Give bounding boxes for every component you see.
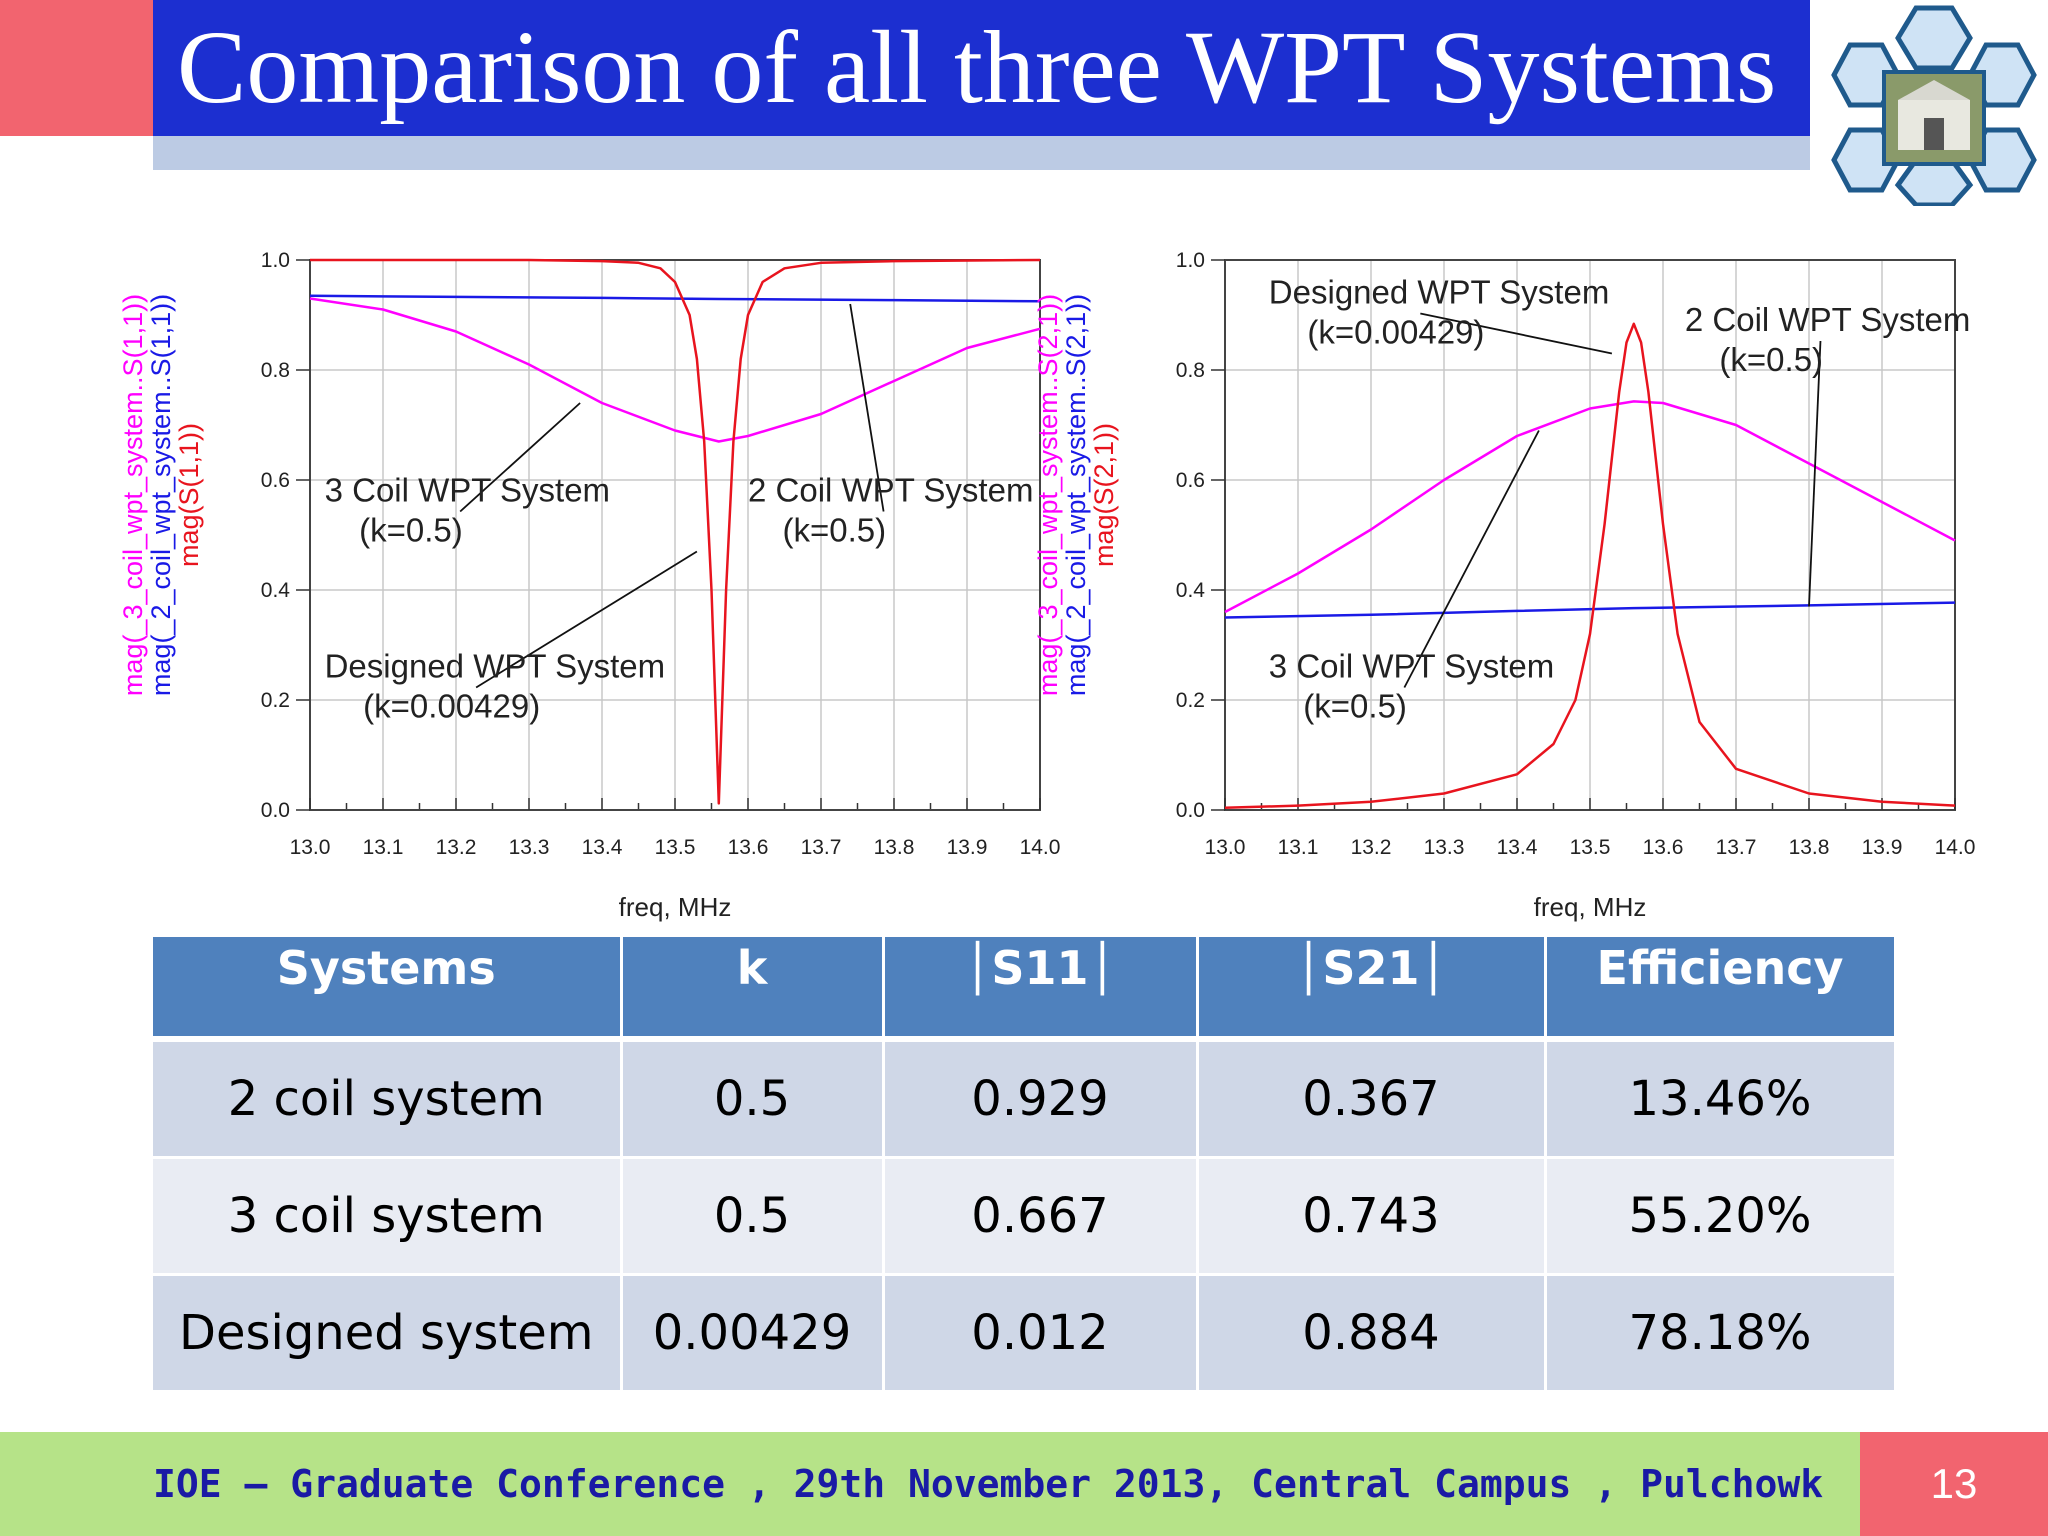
slide-title: Comparison of all three WPT Systems	[153, 0, 1810, 136]
annotation-label: 3 Coil WPT System	[1269, 648, 1554, 685]
annotation-pointer	[1403, 430, 1540, 688]
header-efficiency: Efficiency	[1545, 937, 1897, 1042]
series-line	[309, 297, 1041, 443]
table-row: 3 coil system 0.5 0.667 0.743 55.20%	[153, 1157, 1897, 1276]
annotation-label: (k=0.5)	[359, 512, 463, 549]
annotation-label: (k=0.5)	[783, 512, 887, 549]
cell-k: 0.5	[621, 1157, 885, 1276]
y-axis-label: mag(_2_coil_wpt_system..S(1,1))	[146, 294, 176, 696]
x-tick-label: 13.2	[436, 836, 477, 859]
y-tick-label: 0.4	[261, 579, 291, 602]
series-line	[1224, 400, 1956, 614]
cell-system: 3 coil system	[153, 1157, 623, 1276]
x-tick-label: 14.0	[1020, 836, 1061, 859]
y-tick-label: 0.8	[261, 359, 290, 382]
cell-s11: 0.929	[883, 1039, 1199, 1159]
header-s21: │S21│	[1197, 937, 1547, 1042]
title-accent-block	[0, 0, 153, 136]
x-tick-label: 14.0	[1935, 836, 1976, 859]
annotation-label: Designed WPT System	[325, 648, 666, 685]
y-tick-label: 0.2	[261, 689, 290, 712]
annotation-label: (k=0.00429)	[1307, 314, 1484, 351]
comparison-table: Systems k │S11│ │S21│ Efficiency 2 coil …	[153, 937, 1897, 1393]
y-axis-label: mag(_3_coil_wpt_system..S(2,1))	[1033, 294, 1063, 696]
y-axis-label: mag(_3_coil_wpt_system..S(1,1))	[118, 294, 148, 696]
annotation-pointer	[475, 550, 698, 689]
series-line	[310, 258, 1041, 805]
x-tick-label: 13.3	[1424, 836, 1465, 859]
y-tick-label: 0.2	[1176, 689, 1205, 712]
cell-efficiency: 55.20%	[1545, 1157, 1897, 1276]
cell-s21: 0.884	[1197, 1274, 1547, 1393]
y-tick-label: 0.6	[261, 469, 290, 492]
campus-logo	[1831, 5, 2037, 206]
annotation-pointer	[459, 402, 581, 513]
footer-conference: IOE – Graduate Conference , 29th Novembe…	[0, 1432, 1860, 1536]
series-line	[1224, 322, 1956, 810]
annotation-label: (k=0.5)	[1719, 341, 1823, 378]
x-tick-label: 13.4	[582, 836, 623, 859]
y-tick-label: 1.0	[1176, 249, 1205, 272]
x-tick-label: 13.8	[1789, 836, 1830, 859]
x-tick-label: 13.1	[363, 836, 404, 859]
x-tick-label: 13.3	[509, 836, 550, 859]
annotation-pointer	[1420, 312, 1613, 355]
x-tick-label: 13.6	[728, 836, 769, 859]
y-tick-label: 1.0	[261, 249, 290, 272]
table-header-row: Systems k │S11│ │S21│ Efficiency	[153, 937, 1897, 1042]
x-axis-label: freq, MHz	[619, 892, 732, 922]
x-tick-label: 13.9	[1862, 836, 1903, 859]
s21-chart: 13.0 13.1 13.2 13.3 13.4 13.5 13.6 13.7 13.8 13.9…	[1033, 249, 1975, 922]
cell-system: 2 coil system	[153, 1039, 623, 1159]
series-line	[1224, 601, 1956, 619]
x-tick-label: 13.5	[1570, 836, 1611, 859]
x-tick-label: 13.5	[655, 836, 696, 859]
cell-k: 0.5	[621, 1039, 885, 1159]
series-line	[309, 294, 1041, 303]
annotation-label: (k=0.00429)	[363, 688, 540, 725]
annotation-label: (k=0.5)	[1303, 688, 1407, 725]
annotation-pointer	[1808, 340, 1822, 607]
cell-system: Designed system	[153, 1274, 623, 1393]
y-tick-label: 0.8	[1176, 359, 1205, 382]
x-tick-label: 13.6	[1643, 836, 1684, 859]
table-row: Designed system 0.00429 0.012 0.884 78.1…	[153, 1274, 1897, 1393]
cell-s21: 0.367	[1197, 1039, 1547, 1159]
header-systems: Systems	[153, 937, 623, 1042]
cell-s11: 0.667	[883, 1157, 1199, 1276]
y-tick-label: 0.6	[1176, 469, 1205, 492]
y-axis-label: mag(S(2,1))	[1089, 423, 1119, 567]
cell-s11: 0.012	[883, 1274, 1199, 1393]
y-axis-label: mag(S(1,1))	[174, 423, 204, 567]
x-tick-label: 13.0	[290, 836, 331, 859]
x-axis-label: freq, MHz	[1534, 892, 1647, 922]
x-tick-label: 13.8	[874, 836, 915, 859]
page-number: 13	[1860, 1432, 2048, 1536]
annotation-label: 3 Coil WPT System	[325, 472, 610, 509]
cell-efficiency: 13.46%	[1545, 1039, 1897, 1159]
x-tick-label: 13.7	[801, 836, 842, 859]
annotation-pointer	[849, 303, 885, 512]
header-s11: │S11│	[883, 937, 1199, 1042]
header-k: k	[621, 937, 885, 1042]
y-axis-label: mag(_2_coil_wpt_system..S(2,1))	[1061, 294, 1091, 696]
y-tick-label: 0.0	[1176, 799, 1205, 822]
y-tick-label: 0.4	[1176, 579, 1206, 602]
title-underline	[153, 136, 1810, 170]
x-tick-label: 13.0	[1205, 836, 1246, 859]
x-tick-label: 13.2	[1351, 836, 1392, 859]
x-tick-label: 13.7	[1716, 836, 1757, 859]
x-tick-label: 13.4	[1497, 836, 1538, 859]
annotation-label: 2 Coil WPT System	[1685, 301, 1970, 338]
y-tick-label: 0.0	[261, 799, 290, 822]
cell-efficiency: 78.18%	[1545, 1274, 1897, 1393]
x-tick-label: 13.9	[947, 836, 988, 859]
cell-k: 0.00429	[621, 1274, 885, 1393]
x-tick-label: 13.1	[1278, 836, 1319, 859]
annotation-label: Designed WPT System	[1269, 274, 1610, 311]
cell-s21: 0.743	[1197, 1157, 1547, 1276]
annotation-label: 2 Coil WPT System	[748, 472, 1033, 509]
s11-chart: 13.0 13.1 13.2 13.3 13.4 13.5 13.6 13.7 13.8 13.9…	[118, 249, 1060, 922]
table-row: 2 coil system 0.5 0.929 0.367 13.46%	[153, 1039, 1897, 1159]
